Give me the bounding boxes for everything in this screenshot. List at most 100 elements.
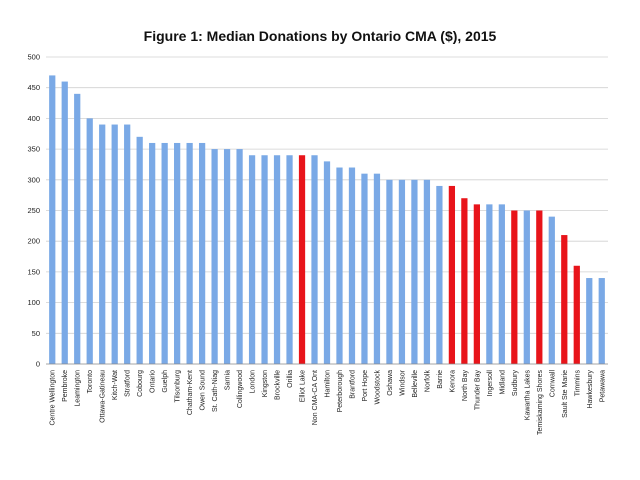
y-tick-label: 200 <box>27 237 40 246</box>
bar-windsor <box>398 179 406 364</box>
bar-non-cma-ca-ont <box>311 155 318 364</box>
x-category-label: Ottawa-Gatineau <box>100 370 107 423</box>
bar-kenora <box>448 185 456 364</box>
y-tick-label: 50 <box>32 329 40 338</box>
x-category-label: Sudbury <box>512 370 519 397</box>
bar-sault-ste-marie <box>561 235 568 364</box>
bar-kitch-wat <box>111 124 118 364</box>
bar-midland <box>498 204 505 364</box>
bar-port-hope <box>361 173 368 364</box>
bar-orillia <box>286 155 293 364</box>
x-category-label: Temiskaming Shores <box>537 370 544 435</box>
x-category-label: Barrie <box>437 370 444 389</box>
bar-woodstock <box>373 173 381 364</box>
bar-cornwall <box>548 216 555 364</box>
bar-peterborough <box>336 167 343 364</box>
x-category-label: St. Cath-Niag <box>212 370 219 412</box>
bar-thunder-bay <box>473 204 480 364</box>
x-category-label: Windsor <box>399 369 406 395</box>
x-category-label: Sault Ste Marie <box>562 370 569 418</box>
y-tick-label: 350 <box>27 145 40 154</box>
bar-stratford <box>124 124 131 364</box>
bar-kawartha-lakes <box>523 210 530 364</box>
x-category-label: Chatham-Kent <box>187 370 194 415</box>
y-tick-label: 400 <box>27 114 40 123</box>
bar-toronto <box>86 118 93 365</box>
bar-norfolk <box>423 179 431 364</box>
bar-st-cath-niag <box>211 149 218 364</box>
x-category-label: Midland <box>499 370 506 395</box>
bar-elliot-lake <box>298 155 306 364</box>
y-tick-label: 100 <box>27 298 40 307</box>
bar-centre-wellington <box>49 75 56 365</box>
bar-tilsonburg <box>174 142 181 364</box>
bars <box>49 75 605 365</box>
x-category-label: Belleville <box>412 370 419 398</box>
bar-chatham-kent <box>186 142 193 364</box>
bar-petawawa <box>598 278 605 364</box>
y-axis-ticks: 0 50 100 150 200 250 300 350 400 450 500 <box>27 53 40 369</box>
x-category-label: Cornwall <box>549 370 556 398</box>
x-category-label: Hamilton <box>325 370 332 398</box>
x-category-label: Leamington <box>75 370 82 407</box>
bar-ontario <box>149 142 156 364</box>
bar-hamilton <box>323 161 331 364</box>
x-category-label: Tilsonburg <box>175 370 182 403</box>
bar-sarnia <box>223 149 231 364</box>
bar-kingston <box>261 155 268 364</box>
y-tick-label: 250 <box>27 206 40 215</box>
x-category-label: Collingwood <box>237 370 244 408</box>
bar-collingwood <box>236 149 243 364</box>
chart-title: Figure 1: Median Donations by Ontario CM… <box>144 28 497 44</box>
x-category-label: Brockville <box>275 370 282 400</box>
x-axis-labels: Centre Wellington Pembroke Leamington Toron… <box>50 369 607 435</box>
x-category-label: Peterborough <box>337 370 344 413</box>
y-tick-label: 150 <box>27 267 40 276</box>
x-category-label: Ontario <box>150 370 157 393</box>
bar-cobourg <box>136 136 143 364</box>
x-category-label: Guelph <box>162 370 169 393</box>
bar-ingersoll <box>486 204 493 364</box>
x-category-label: Centre Wellington <box>50 370 57 426</box>
x-category-label: Stratford <box>125 370 132 397</box>
x-category-label: Ingersoll <box>487 370 494 397</box>
x-category-label: Kingston <box>262 370 269 397</box>
x-category-label: Port Hope <box>362 370 369 402</box>
bar-ottawa-gatineau <box>99 124 106 364</box>
x-category-label: Kitch-Wat <box>112 370 119 400</box>
x-category-label: Non CMA-CA Ont <box>312 370 319 425</box>
bar-brockville <box>273 155 281 364</box>
x-category-label: Kawartha Lakes <box>524 370 531 421</box>
bar-brantford <box>348 167 356 364</box>
bar-pembroke <box>61 81 68 364</box>
x-category-label: London <box>250 370 257 393</box>
x-category-label: Thunder Bay <box>474 370 481 411</box>
bar-barrie <box>436 185 443 364</box>
bar-london <box>248 155 256 364</box>
y-tick-label: 0 <box>36 360 40 369</box>
x-category-label: Elliot Lake <box>300 370 307 402</box>
x-category-label: Toronto <box>87 370 94 393</box>
bar-hawkesbury <box>586 278 593 364</box>
x-category-label: North Bay <box>462 370 469 402</box>
y-tick-label: 450 <box>27 83 40 92</box>
bar-temiskaming-shores <box>536 210 543 364</box>
x-category-label: Sarnia <box>225 370 232 390</box>
bar-guelph <box>161 142 168 364</box>
y-tick-label: 300 <box>27 175 40 184</box>
x-category-label: Hawkesbury <box>587 370 594 409</box>
x-category-label: Petawawa <box>599 370 606 402</box>
x-category-label: Timmins <box>574 370 581 397</box>
bar-owen-sound <box>198 142 206 364</box>
x-category-label: Owen Sound <box>200 370 207 411</box>
x-category-label: Woodstock <box>374 370 381 405</box>
bar-leamington <box>74 93 81 364</box>
x-category-label: Kenora <box>449 370 456 393</box>
bar-belleville <box>411 179 418 364</box>
x-category-label: Norfolk <box>424 370 431 393</box>
bar-sudbury <box>511 210 518 364</box>
x-category-label: Oshawa <box>387 370 394 396</box>
x-category-label: Brantford <box>349 370 356 399</box>
bar-timmins <box>573 265 580 364</box>
